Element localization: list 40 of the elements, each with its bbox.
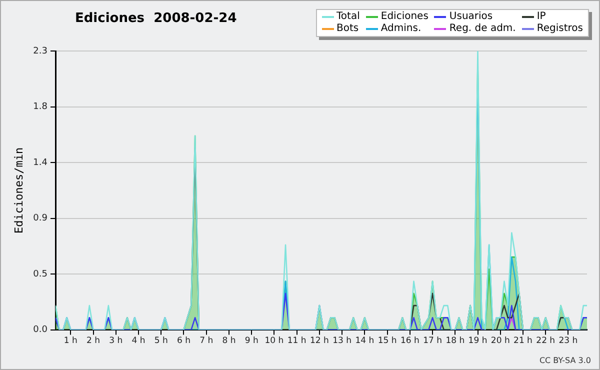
x-tick-label: 10 h xyxy=(264,336,284,346)
text: CC BY-SA 3.0 xyxy=(539,356,591,365)
x-tick-label: 8 h xyxy=(222,336,236,346)
legend-label: Bots xyxy=(336,23,359,35)
x-tick-label: 6 h xyxy=(177,336,190,346)
legend-label: Reg. de adm. xyxy=(449,23,516,35)
y-axis-title: Ediciones/min xyxy=(12,147,26,234)
x-tick-label: 18 h xyxy=(446,336,465,346)
x-tick-label: 1 h xyxy=(64,336,78,346)
x-tick-label: 12 h xyxy=(310,336,329,346)
x-tick-label: 7 h xyxy=(200,336,214,346)
x-tick-label: 17 h xyxy=(423,336,442,346)
chart-title: Ediciones 2008-02-24 xyxy=(75,11,237,26)
x-tick-label: 4 h xyxy=(132,336,146,346)
x-tick-label: 9 h xyxy=(244,336,258,346)
y-tick-label: 0.9 xyxy=(33,214,48,224)
x-tick-label: 13 h xyxy=(332,336,352,346)
legend-label: Ediciones xyxy=(380,11,428,23)
legend-label: Admins. xyxy=(380,23,422,35)
x-tick-label: 19 h xyxy=(468,336,488,346)
x-tick-label: 23 h xyxy=(558,336,578,346)
legend-label: Registros xyxy=(536,23,583,35)
x-tick-label: 5 h xyxy=(154,336,168,346)
legend-label: Usuarios xyxy=(449,11,493,23)
x-tick-label: 20 h xyxy=(490,336,510,346)
x-tick-label: 3 h xyxy=(109,336,123,346)
legend-label: Total xyxy=(336,11,360,23)
x-tick-label: 15 h xyxy=(378,336,397,346)
y-tick-label: 2.3 xyxy=(33,46,48,56)
y-tick-label: 0.0 xyxy=(33,325,48,336)
legend-label: IP xyxy=(536,11,546,23)
x-tick-label: 22 h xyxy=(536,336,556,346)
y-tick-label: 1.4 xyxy=(33,158,48,168)
x-tick-label: 14 h xyxy=(355,336,374,346)
x-tick-label: 21 h xyxy=(514,336,532,346)
x-tick-label: 11 h xyxy=(287,336,306,346)
x-tick-label: 16 h xyxy=(400,336,420,346)
x-tick-label: 2 h xyxy=(86,336,100,346)
y-tick-label: 0.5 xyxy=(33,269,48,280)
y-tick-label: 1.8 xyxy=(33,102,48,112)
